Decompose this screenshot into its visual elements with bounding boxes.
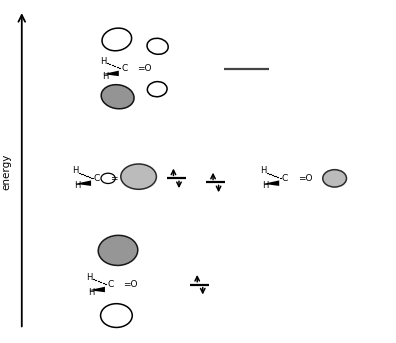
Text: =: = — [110, 174, 117, 183]
Ellipse shape — [101, 85, 134, 109]
Text: H: H — [262, 181, 268, 190]
Text: =O: =O — [124, 280, 138, 289]
Polygon shape — [89, 287, 105, 292]
Text: H: H — [72, 166, 78, 175]
Text: =O: =O — [298, 174, 312, 183]
Text: H: H — [86, 273, 92, 282]
Text: H: H — [100, 57, 106, 66]
Polygon shape — [103, 71, 119, 76]
Polygon shape — [263, 180, 279, 186]
Ellipse shape — [102, 28, 131, 51]
Text: C: C — [122, 64, 128, 73]
Polygon shape — [75, 180, 91, 186]
Text: H: H — [74, 181, 80, 190]
Ellipse shape — [101, 173, 115, 184]
Ellipse shape — [147, 38, 168, 54]
Ellipse shape — [98, 235, 138, 265]
Ellipse shape — [101, 304, 132, 328]
Text: C: C — [94, 174, 100, 183]
Text: H: H — [102, 72, 108, 81]
Text: energy: energy — [2, 153, 12, 190]
Text: C: C — [282, 174, 288, 183]
Ellipse shape — [323, 170, 346, 187]
Ellipse shape — [147, 82, 167, 97]
Text: H: H — [88, 288, 94, 297]
Ellipse shape — [121, 164, 156, 189]
Text: C: C — [108, 280, 114, 289]
Text: =O: =O — [137, 64, 152, 73]
Text: H: H — [260, 166, 267, 175]
